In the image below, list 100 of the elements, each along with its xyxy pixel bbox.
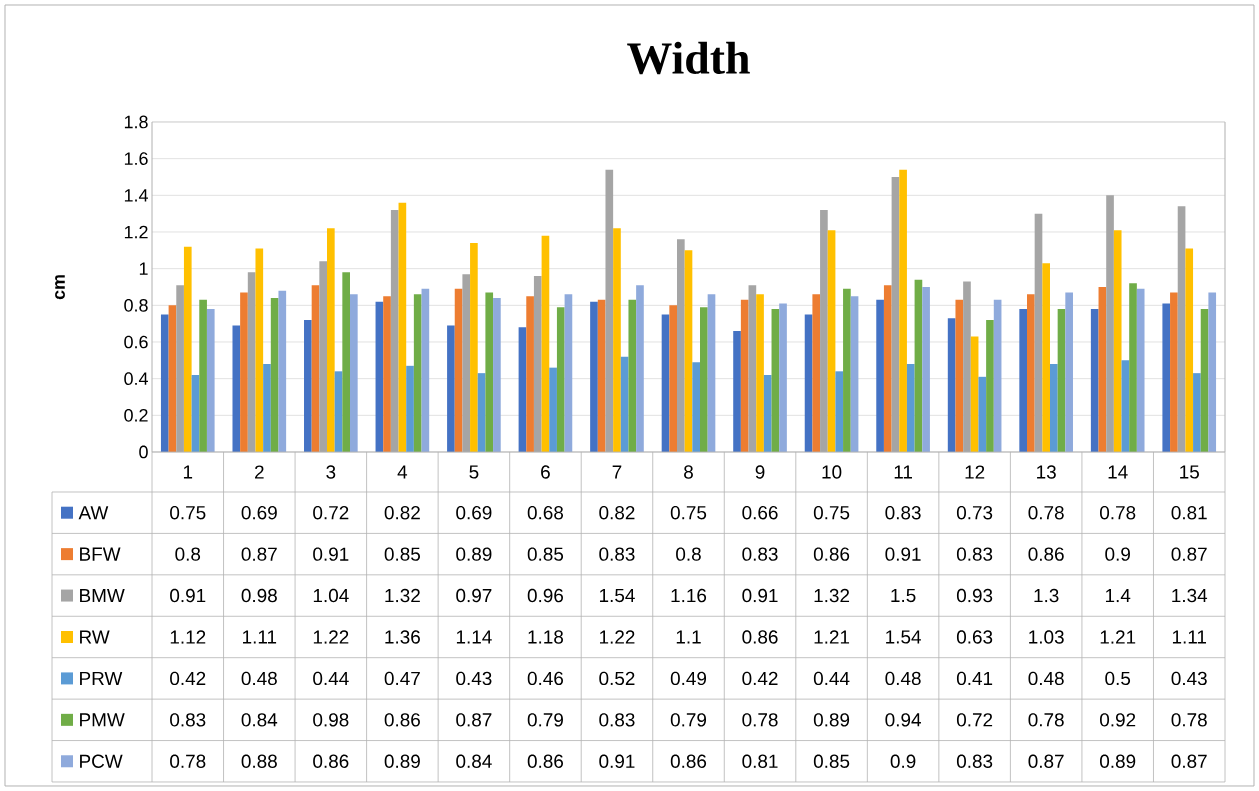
data-label: 0.87 xyxy=(241,547,277,561)
data-label: 0.68 xyxy=(527,506,564,520)
bar xyxy=(700,307,708,452)
bar xyxy=(947,318,956,452)
x-tick-label: 9 xyxy=(755,465,765,479)
x-tick-label: 13 xyxy=(1037,465,1056,479)
data-label: 1.54 xyxy=(886,630,921,644)
data-label: 0.81 xyxy=(742,754,778,768)
data-label: 0.96 xyxy=(527,588,564,603)
bar xyxy=(914,279,923,452)
data-label: 0.87 xyxy=(1171,547,1207,561)
bar xyxy=(493,297,501,452)
bar xyxy=(1050,363,1058,452)
bar xyxy=(636,285,644,452)
bar xyxy=(628,299,637,452)
legend-label: PCW xyxy=(80,754,123,768)
data-label: 0.82 xyxy=(384,506,420,520)
data-label: 0.91 xyxy=(885,547,921,561)
bar xyxy=(1098,286,1107,452)
bar xyxy=(447,325,455,452)
data-label: 0.84 xyxy=(241,713,278,727)
bar xyxy=(740,299,749,452)
data-label: 0.87 xyxy=(456,713,492,727)
legend-label: BFW xyxy=(80,547,121,561)
data-label: 0.93 xyxy=(956,588,993,603)
bar xyxy=(1185,248,1194,452)
bar xyxy=(549,367,557,452)
data-label: 0.83 xyxy=(170,713,206,727)
bar xyxy=(605,169,614,452)
data-label: 0.72 xyxy=(956,713,993,727)
chart-title: Width xyxy=(627,41,750,75)
bar xyxy=(462,274,471,452)
y-axis-title: cm xyxy=(55,275,65,300)
data-label: 0.48 xyxy=(1028,671,1064,686)
bar xyxy=(541,235,550,452)
y-tick-label: 1 xyxy=(139,262,148,275)
bar xyxy=(955,299,964,452)
data-label: 0.42 xyxy=(170,671,206,686)
x-tick-label: 3 xyxy=(326,465,336,479)
data-label: 0.85 xyxy=(384,547,420,561)
data-label: 0.86 xyxy=(384,713,420,727)
data-label: 0.84 xyxy=(456,754,492,768)
data-label: 1.34 xyxy=(1172,588,1208,603)
x-tick-label: 4 xyxy=(397,465,408,479)
bar xyxy=(206,308,215,452)
bar xyxy=(820,209,828,452)
bar xyxy=(1162,303,1171,452)
data-label: 1.5 xyxy=(891,588,916,603)
bar xyxy=(899,169,907,452)
data-label: 0.79 xyxy=(670,713,707,727)
data-label: 0.81 xyxy=(1171,506,1207,520)
bar xyxy=(1027,294,1035,452)
bar xyxy=(677,239,685,452)
data-label: 0.42 xyxy=(742,671,778,686)
data-label: 0.69 xyxy=(456,506,492,520)
bar xyxy=(613,228,621,452)
legend-label: BMW xyxy=(80,589,125,603)
data-label: 0.78 xyxy=(1100,506,1136,520)
data-label: 1.12 xyxy=(170,630,206,644)
data-label: 0.98 xyxy=(313,713,349,727)
bar xyxy=(922,286,930,452)
bar xyxy=(597,299,606,452)
bar xyxy=(1113,230,1122,452)
x-tick-label: 2 xyxy=(255,465,264,479)
x-tick-label: 14 xyxy=(1108,465,1128,479)
legend-label: PRW xyxy=(80,671,123,685)
x-tick-label: 11 xyxy=(894,465,912,479)
data-label: 0.9 xyxy=(890,754,916,768)
data-label: 0.86 xyxy=(670,754,707,768)
data-label: 0.8 xyxy=(676,547,701,561)
data-label: 0.44 xyxy=(313,671,349,686)
data-label: 0.83 xyxy=(599,547,635,561)
data-label: 1.32 xyxy=(814,588,850,603)
bar xyxy=(375,301,384,452)
y-tick-label: 1.2 xyxy=(124,225,148,239)
data-label: 0.83 xyxy=(885,506,921,520)
bar xyxy=(1177,206,1186,452)
data-label: 0.5 xyxy=(1105,671,1131,686)
data-label: 1.18 xyxy=(528,630,564,644)
bar xyxy=(477,373,486,452)
bar xyxy=(835,371,844,452)
bar xyxy=(763,374,772,452)
data-label: 0.48 xyxy=(885,671,921,686)
bar xyxy=(240,292,248,452)
y-tick-label: 0.8 xyxy=(124,298,148,312)
data-label: 0.88 xyxy=(241,754,277,768)
bar xyxy=(398,202,407,452)
data-label: 0.78 xyxy=(742,713,778,727)
data-label: 0.9 xyxy=(1105,547,1130,561)
bar xyxy=(1170,292,1178,452)
bar xyxy=(843,288,851,452)
data-label: 0.75 xyxy=(670,506,707,520)
data-label: 0.73 xyxy=(956,506,993,520)
data-label: 0.89 xyxy=(456,547,492,561)
legend-label: AW xyxy=(78,506,109,520)
data-label: 0.91 xyxy=(599,754,635,768)
bar xyxy=(533,275,542,452)
bar xyxy=(707,294,716,452)
x-tick-label: 10 xyxy=(822,465,842,479)
data-label: 0.69 xyxy=(241,506,277,520)
